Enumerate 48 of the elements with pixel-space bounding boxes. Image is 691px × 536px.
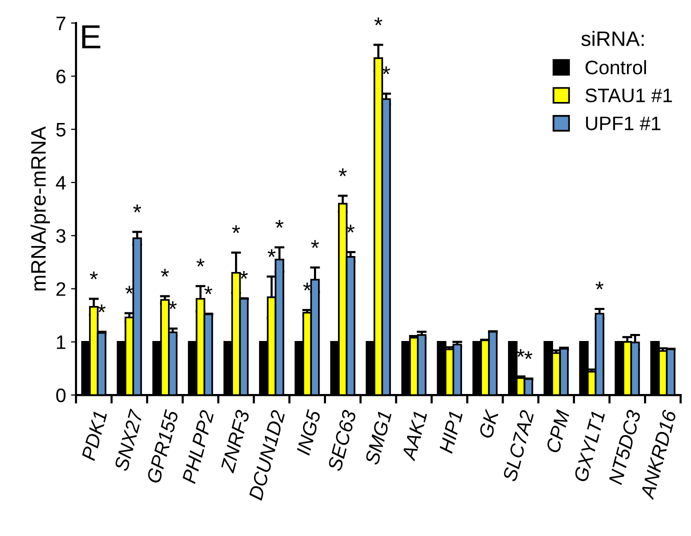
legend-label: UPF1 #1: [586, 116, 660, 130]
data-label: *: [268, 249, 276, 257]
data-label: *: [232, 225, 240, 234]
y-tick-label: 6: [56, 70, 66, 84]
x-tick-label: GPR155: [146, 409, 179, 484]
data-label: *: [596, 282, 604, 290]
x-tick-label: PDK1: [81, 410, 107, 462]
x-tick-label: CPM: [546, 409, 570, 454]
y-tick-label: 5: [56, 123, 66, 137]
y-axis-title: mRNA/pre-mRNA: [30, 126, 50, 290]
x-tick-label: SNX27: [114, 408, 144, 472]
data-label: *: [374, 17, 382, 26]
data-label: *: [303, 282, 312, 290]
x-tick-label: ING5: [296, 409, 321, 456]
x-tick-label: SMG1: [364, 410, 392, 466]
x-tick-label: NT5DC3: [608, 409, 642, 486]
x-tick-label: SLC7A2: [502, 409, 534, 482]
x-tick-label: ZNRF3: [220, 409, 250, 474]
x-tick-label: AAK1: [401, 410, 428, 462]
x-tick-label: GXYLT1: [574, 410, 606, 482]
data-label: *: [311, 240, 319, 248]
y-tick-label: 0: [56, 388, 66, 402]
data-label: *: [382, 66, 390, 74]
data-label: *: [204, 286, 212, 294]
x-tick-label: PHLPP2: [182, 409, 214, 484]
y-tick-label: 2: [56, 282, 66, 296]
data-label: *: [168, 301, 177, 310]
data-label: *: [196, 258, 204, 267]
y-tick-label: 4: [56, 176, 66, 190]
data-label: *: [160, 268, 169, 277]
data-label: *: [524, 351, 532, 360]
legend-label: Control: [586, 60, 646, 74]
x-tick-label: GK: [478, 408, 499, 439]
y-tick-label: 3: [56, 229, 66, 243]
data-label: *: [338, 168, 347, 176]
data-label: *: [125, 286, 134, 294]
data-label: *: [98, 304, 106, 312]
data-label: *: [90, 272, 98, 280]
y-tick-label: 7: [56, 16, 66, 30]
annotation: E: [82, 25, 100, 48]
x-tick-label: SEC63: [327, 409, 357, 472]
y-tick-label: 1: [56, 336, 66, 349]
legend-title: siRNA:: [581, 30, 644, 46]
legend-label: STAU1 #1: [585, 88, 672, 102]
x-tick-label: HIP1: [439, 410, 463, 454]
data-label: *: [133, 204, 142, 212]
data-label: *: [275, 220, 284, 228]
data-label: *: [346, 224, 355, 233]
